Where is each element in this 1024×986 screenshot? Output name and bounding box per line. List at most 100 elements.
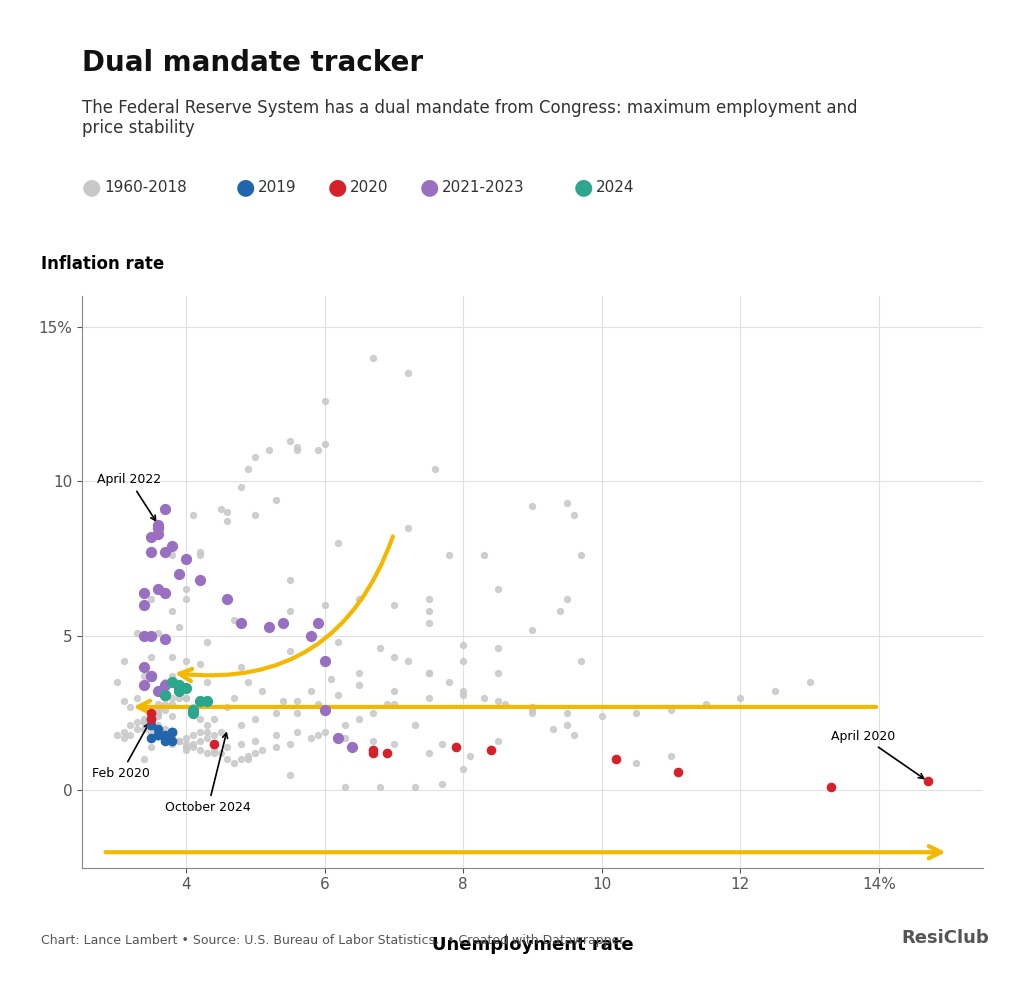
Point [386,737,402,752]
Point [289,443,305,458]
Point [143,650,160,666]
Point [289,705,305,721]
Point [143,712,160,728]
Point [268,705,285,721]
Point [254,742,270,758]
Point [566,727,583,742]
Point [455,683,471,699]
Point [386,683,402,699]
Point [150,625,166,641]
Point [920,773,936,789]
Point [136,715,153,731]
Point [330,535,346,551]
Point [219,504,236,520]
Point [254,683,270,699]
Point [379,745,395,761]
Point [365,733,381,748]
Point [372,779,388,795]
Point [386,696,402,712]
Point [136,659,153,674]
Point [420,745,436,761]
Point [399,653,416,669]
Point [524,498,541,514]
Point [663,748,679,764]
Point [489,582,506,598]
Point [420,665,436,680]
Point [386,650,402,666]
Point [143,705,160,721]
Point [171,733,187,748]
Point [219,740,236,755]
Point [143,730,160,745]
Point [489,733,506,748]
Point [441,674,458,690]
Point [302,683,318,699]
Point [559,591,575,606]
Point [268,727,285,742]
Point [143,740,160,755]
Point [206,712,222,728]
Point [191,656,208,671]
Point [178,582,195,598]
Point [157,727,173,742]
Point [184,737,201,752]
Point [219,699,236,715]
Point [191,544,208,560]
Point [351,665,368,680]
Point [372,640,388,656]
Point [157,501,173,517]
Point [330,686,346,702]
Point [164,547,180,563]
Point [164,603,180,619]
Point [552,603,568,619]
Point [316,724,333,740]
Point [330,730,346,745]
Point [219,514,236,529]
Point [247,449,263,464]
Point [136,598,153,613]
Point [150,705,166,721]
Point [191,742,208,758]
Point [171,683,187,699]
Point [164,674,180,690]
Point [143,715,160,731]
Point [559,705,575,721]
Point [302,628,318,644]
Text: 2019: 2019 [258,179,297,195]
Point [420,665,436,680]
Point [822,779,839,795]
Text: Inflation rate: Inflation rate [41,255,165,273]
Point [171,733,187,748]
Point [150,708,166,724]
Point [116,724,132,740]
Point [150,721,166,737]
Point [206,742,222,758]
Point [524,705,541,721]
Point [489,640,506,656]
Point [157,721,173,737]
Point [337,779,353,795]
Point [143,705,160,721]
Point [150,727,166,742]
Point [122,718,138,734]
Point [247,733,263,748]
Point [157,733,173,748]
Point [545,721,561,737]
Text: April 2022: April 2022 [97,473,162,521]
Point [164,733,180,748]
Point [670,764,686,780]
Point [240,751,256,767]
Point [219,591,236,606]
Point [191,724,208,740]
Text: Feb 2020: Feb 2020 [92,724,151,780]
Point [337,730,353,745]
Point [233,737,250,752]
Point [572,653,589,669]
Point [434,737,451,752]
Point [420,615,436,631]
Point [143,730,160,745]
Point [226,690,243,706]
Point [212,745,228,761]
Point [164,730,180,745]
Point [240,461,256,477]
